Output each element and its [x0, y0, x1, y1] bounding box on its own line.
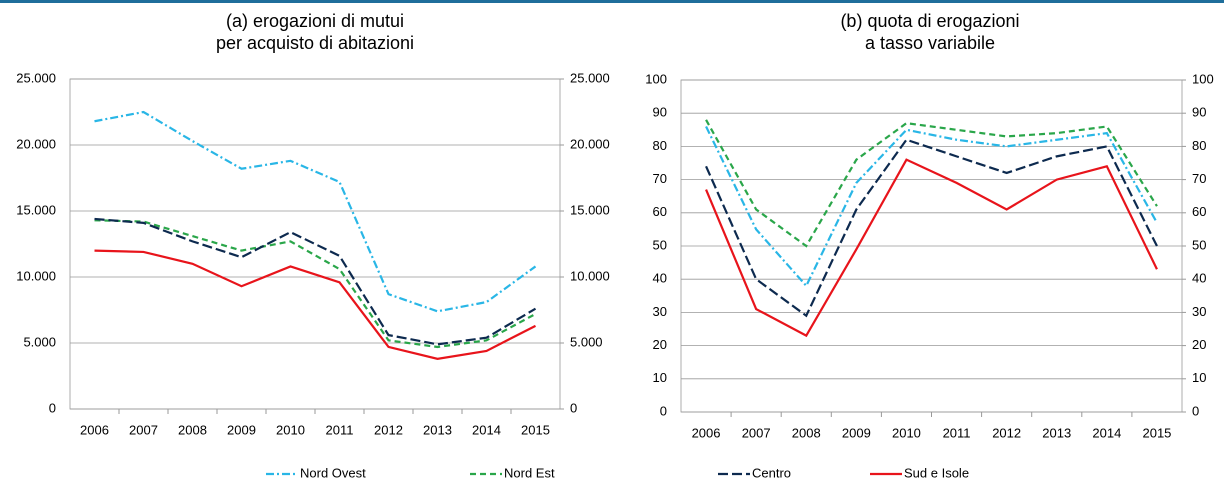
y-tick-label: 70 [653, 171, 667, 186]
y-tick-label: 10 [653, 370, 667, 385]
y2-tick-label: 70 [1192, 171, 1206, 186]
y2-tick-label: 90 [1192, 105, 1206, 120]
legend-label: Nord Ovest [300, 465, 366, 480]
y-tick-label: 10.000 [16, 268, 56, 283]
x-tick-label: 2008 [178, 422, 207, 437]
x-tick-label: 2014 [1092, 425, 1121, 440]
x-tick-label: 2015 [1142, 425, 1171, 440]
y-tick-label: 25.000 [16, 70, 56, 85]
y2-tick-label: 20.000 [570, 136, 610, 151]
y-tick-label: 0 [49, 400, 56, 415]
x-tick-label: 2010 [276, 422, 305, 437]
y2-tick-label: 40 [1192, 271, 1206, 286]
x-tick-label: 2011 [326, 422, 354, 437]
x-tick-label: 2006 [692, 425, 721, 440]
y-tick-label: 80 [653, 138, 667, 153]
series-line [94, 219, 537, 349]
y2-tick-label: 0 [1192, 403, 1199, 418]
x-tick-label: 2013 [1042, 425, 1071, 440]
y-tick-label: 90 [653, 105, 667, 120]
y2-tick-label: 50 [1192, 237, 1206, 252]
y-tick-label: 100 [645, 71, 667, 86]
legend-label: Sud e Isole [904, 465, 969, 480]
y-tick-label: 20.000 [16, 136, 56, 151]
y2-tick-label: 5.000 [570, 334, 603, 349]
legend-label: Centro [752, 465, 791, 480]
series-line [705, 138, 1158, 318]
series-line [94, 217, 537, 346]
x-tick-label: 2008 [792, 425, 821, 440]
x-tick-label: 2007 [129, 422, 158, 437]
series-line [705, 158, 1158, 338]
x-tick-label: 2009 [842, 425, 871, 440]
chart-title: per acquisto di abitazioni [216, 33, 414, 53]
plot-frame [69, 78, 561, 410]
y-tick-label: 40 [653, 271, 667, 286]
y-tick-label: 15.000 [16, 202, 56, 217]
series-line [94, 249, 537, 360]
x-tick-label: 2006 [80, 422, 109, 437]
x-tick-label: 2010 [892, 425, 921, 440]
series-line [705, 119, 1158, 248]
y2-tick-label: 10.000 [570, 268, 610, 283]
y2-tick-label: 20 [1192, 337, 1206, 352]
x-tick-label: 2013 [423, 422, 452, 437]
series-line [705, 125, 1158, 288]
series-line [94, 110, 537, 313]
y-tick-label: 0 [660, 403, 667, 418]
x-tick-label: 2014 [472, 422, 501, 437]
y-tick-label: 50 [653, 237, 667, 252]
x-tick-label: 2011 [943, 425, 971, 440]
y2-tick-label: 15.000 [570, 202, 610, 217]
x-tick-label: 2007 [742, 425, 771, 440]
y-tick-label: 5.000 [23, 334, 56, 349]
y-tick-label: 30 [653, 304, 667, 319]
y2-tick-label: 60 [1192, 204, 1206, 219]
y2-tick-label: 25.000 [570, 70, 610, 85]
y2-tick-label: 80 [1192, 138, 1206, 153]
x-tick-label: 2012 [374, 422, 403, 437]
y-tick-label: 20 [653, 337, 667, 352]
top-rule [0, 0, 1224, 3]
y2-tick-label: 10 [1192, 370, 1206, 385]
legend-label: Nord Est [504, 465, 555, 480]
x-tick-label: 2012 [992, 425, 1021, 440]
chart-title: a tasso variabile [865, 33, 995, 53]
x-tick-label: 2009 [227, 422, 256, 437]
chart-title: (b) quota di erogazioni [840, 11, 1019, 31]
y2-tick-label: 30 [1192, 304, 1206, 319]
y2-tick-label: 100 [1192, 71, 1214, 86]
y-tick-label: 60 [653, 204, 667, 219]
x-tick-label: 2015 [521, 422, 550, 437]
chart-title: (a) erogazioni di mutui [226, 11, 404, 31]
y2-tick-label: 0 [570, 400, 577, 415]
